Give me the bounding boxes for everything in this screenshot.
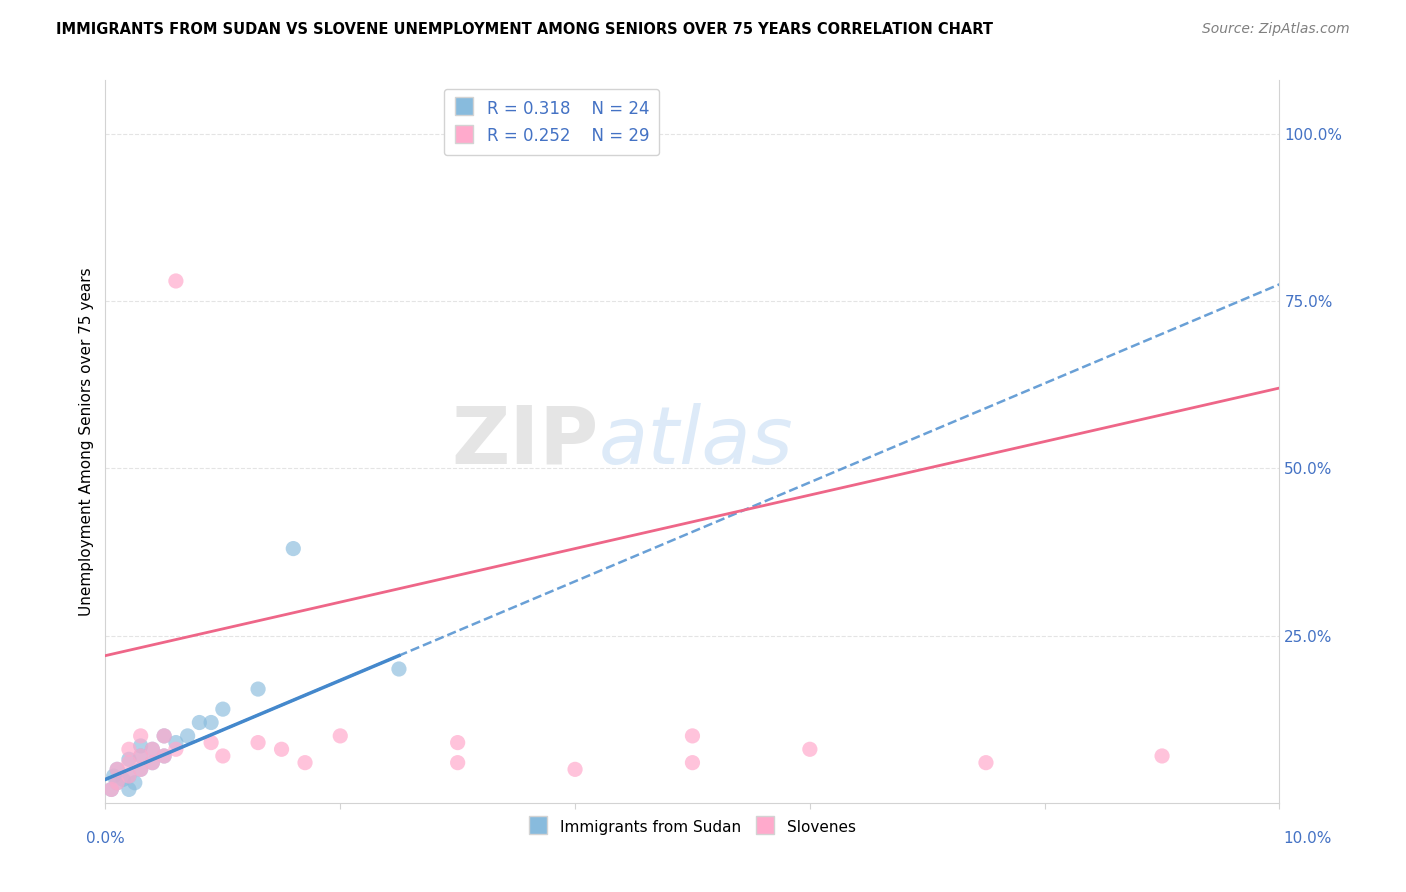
Point bbox=[153, 749, 176, 764]
Y-axis label: Unemployment Among Seniors over 75 years: Unemployment Among Seniors over 75 years bbox=[79, 268, 94, 615]
Point bbox=[103, 769, 125, 783]
Point bbox=[329, 729, 352, 743]
Point bbox=[165, 735, 187, 749]
Point bbox=[141, 756, 163, 770]
Legend: Immigrants from Sudan, Slovenes: Immigrants from Sudan, Slovenes bbox=[523, 813, 862, 842]
Point bbox=[211, 702, 233, 716]
Point bbox=[165, 742, 187, 756]
Point bbox=[118, 782, 141, 797]
Point bbox=[153, 749, 176, 764]
Point bbox=[129, 749, 152, 764]
Point bbox=[129, 739, 152, 753]
Point bbox=[388, 662, 411, 676]
Point bbox=[141, 742, 163, 756]
Point bbox=[564, 762, 586, 776]
Point bbox=[129, 762, 152, 776]
Point bbox=[129, 729, 152, 743]
Point bbox=[118, 756, 141, 770]
Point bbox=[100, 782, 122, 797]
Point bbox=[294, 756, 316, 770]
Point bbox=[247, 681, 270, 696]
Point bbox=[176, 729, 198, 743]
Text: 0.0%: 0.0% bbox=[86, 831, 125, 846]
Point bbox=[118, 742, 141, 756]
Point bbox=[118, 769, 141, 783]
Text: ZIP: ZIP bbox=[451, 402, 599, 481]
Point bbox=[682, 729, 704, 743]
Point bbox=[447, 735, 470, 749]
Point bbox=[247, 735, 270, 749]
Point bbox=[1150, 749, 1173, 764]
Point bbox=[211, 749, 233, 764]
Point bbox=[124, 776, 146, 790]
Point bbox=[105, 762, 128, 776]
Point bbox=[141, 756, 163, 770]
Point bbox=[447, 756, 470, 770]
Point bbox=[682, 756, 704, 770]
Point bbox=[129, 749, 152, 764]
Point bbox=[200, 715, 222, 730]
Point bbox=[974, 756, 997, 770]
Point bbox=[153, 729, 176, 743]
Point bbox=[188, 715, 211, 730]
Text: IMMIGRANTS FROM SUDAN VS SLOVENE UNEMPLOYMENT AMONG SENIORS OVER 75 YEARS CORREL: IMMIGRANTS FROM SUDAN VS SLOVENE UNEMPLO… bbox=[56, 22, 993, 37]
Point bbox=[118, 769, 141, 783]
Point bbox=[112, 772, 135, 787]
Point bbox=[100, 782, 122, 797]
Point bbox=[283, 541, 305, 556]
Point bbox=[270, 742, 292, 756]
Point bbox=[799, 742, 821, 756]
Text: 10.0%: 10.0% bbox=[1284, 831, 1331, 846]
Point bbox=[165, 274, 187, 288]
Point bbox=[153, 729, 176, 743]
Text: atlas: atlas bbox=[599, 402, 793, 481]
Text: Source: ZipAtlas.com: Source: ZipAtlas.com bbox=[1202, 22, 1350, 37]
Point bbox=[200, 735, 222, 749]
Point bbox=[129, 762, 152, 776]
Point bbox=[105, 776, 128, 790]
Point bbox=[105, 762, 128, 776]
Point bbox=[141, 742, 163, 756]
Point bbox=[105, 776, 128, 790]
Point bbox=[118, 752, 141, 766]
